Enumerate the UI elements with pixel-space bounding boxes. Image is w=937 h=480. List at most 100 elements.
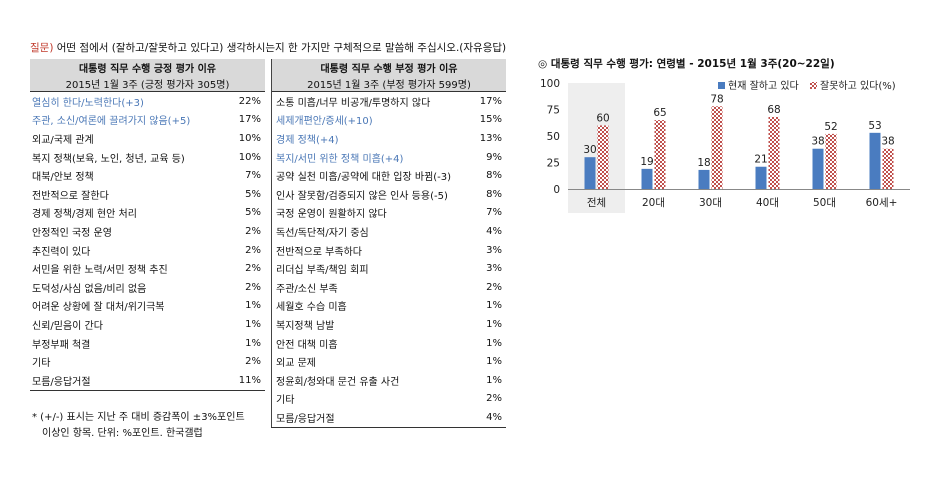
data-label: 21 xyxy=(754,154,767,166)
footnote: * (+/-) 표시는 지난 주 대비 증감폭이 ±3%포인트 이상인 항목. … xyxy=(32,410,245,442)
percent-cell: 2% xyxy=(486,393,502,405)
data-label: 18 xyxy=(697,157,710,169)
percent-cell: 22% xyxy=(225,90,265,111)
percent-cell: 5% xyxy=(245,188,261,200)
percent-cell: 4% xyxy=(466,408,506,428)
percent-cell: 2% xyxy=(245,263,261,275)
reason-cell: 도덕성/사심 없음/비리 없음 xyxy=(32,283,147,295)
reason-cell: 주관/소신 부족 xyxy=(271,277,467,297)
x-tick-label: 40대 xyxy=(756,197,779,209)
percent-cell: 1% xyxy=(486,374,502,386)
reason-cell: 기타 xyxy=(271,389,467,409)
bar-disapprove xyxy=(597,125,609,189)
reason-cell: 독선/독단적/자기 중심 xyxy=(271,222,467,241)
table-row: 어려운 상황에 잘 대처/위기극복 1% xyxy=(30,297,265,316)
percent-cell: 8% xyxy=(486,188,502,200)
x-tick-label: 20대 xyxy=(642,197,665,209)
percent-cell: 1% xyxy=(245,300,261,312)
table-row: 소통 미흡/너무 비공개/투명하지 않다 17% xyxy=(271,90,506,111)
percent-cell: 1% xyxy=(245,318,261,330)
table-row: 복지 정책(보육, 노인, 청년, 교육 등) 10% xyxy=(30,148,265,167)
reason-cell: 복지 정책(보육, 노인, 청년, 교육 등) xyxy=(32,153,185,165)
reason-cell: 기타 xyxy=(32,358,51,370)
percent-cell: 1% xyxy=(486,300,502,312)
percent-cell: 1% xyxy=(245,337,261,349)
table-row: 경제 정책(+4) 13% xyxy=(271,129,507,148)
table-row: 리더십 부족/책임 회피 3% xyxy=(271,259,507,278)
table-row: 모름/응답거절 4% xyxy=(271,408,506,428)
chart-title: ◎ 대통령 직무 수행 평가: 연령별 - 2015년 1월 3주(20~22일… xyxy=(538,58,835,70)
table-row: 대북/안보 정책 7% xyxy=(30,166,265,185)
percent-cell: 17% xyxy=(466,90,506,111)
data-label: 53 xyxy=(868,120,881,132)
table-row: 인사 잘못함/검증되지 않은 인사 등용(-5) 8% xyxy=(271,184,507,204)
percent-cell: 9% xyxy=(486,151,502,163)
bar-approve xyxy=(584,157,596,189)
reason-cell: 소통 미흡/너무 비공개/투명하지 않다 xyxy=(271,90,467,111)
x-tick-label: 50대 xyxy=(813,197,836,209)
table-row: 복지정책 남발 1% xyxy=(271,315,507,334)
y-tick-label: 100 xyxy=(540,78,560,90)
y-tick-label: 75 xyxy=(547,105,560,117)
table-row: 정윤회/청와대 문건 유출 사건 1% xyxy=(271,370,507,390)
age-approval-chart: 02550751003060전체196520대187830대216840대385… xyxy=(540,78,910,213)
data-label: 78 xyxy=(710,93,723,105)
reason-cell: 안전 대책 미흡 xyxy=(271,333,467,353)
bar-approve xyxy=(869,132,881,189)
reason-cell: 모름/응답거절 xyxy=(30,370,225,391)
table-row: 외교 문제 1% xyxy=(271,352,507,371)
percent-cell: 15% xyxy=(479,114,502,126)
positive-table-subtitle: 2015년 1월 3주 (긍정 평가자 305명) xyxy=(30,76,265,92)
bar-approve xyxy=(812,148,824,189)
negative-reasons-table: 대통령 직무 수행 부정 평가 이유 2015년 1월 3주 (부정 평가자 5… xyxy=(271,59,506,428)
percent-cell: 11% xyxy=(225,370,265,391)
positive-reasons-table: 대통령 직무 수행 긍정 평가 이유 2015년 1월 3주 (긍정 평가자 3… xyxy=(30,59,265,391)
legend-label-approve: 현재 잘하고 있다 xyxy=(728,79,799,92)
bar-disapprove xyxy=(882,148,894,189)
percent-cell: 8% xyxy=(486,170,502,182)
footnote-line-2: 이상인 항목. 단위: %포인트. 한국갤럽 xyxy=(42,428,203,439)
data-label: 38 xyxy=(811,136,824,148)
table-row: 안정적인 국정 운영 2% xyxy=(30,222,265,241)
percent-cell: 17% xyxy=(238,114,261,126)
reason-cell: 안정적인 국정 운영 xyxy=(32,227,112,239)
reason-cell: 전반적으로 잘한다 xyxy=(32,190,109,202)
percent-cell: 10% xyxy=(238,132,261,144)
table-row: 안전 대책 미흡 1% xyxy=(271,333,507,353)
percent-cell: 2% xyxy=(245,356,261,368)
x-tick-label: 30대 xyxy=(699,197,722,209)
percent-cell: 2% xyxy=(486,281,502,293)
reason-cell: 서민을 위한 노력/서민 정책 추진 xyxy=(32,265,168,277)
percent-cell: 3% xyxy=(486,263,502,275)
reason-cell: 모름/응답거절 xyxy=(271,408,467,428)
data-label: 68 xyxy=(767,104,780,116)
data-label: 60 xyxy=(596,112,609,124)
reason-cell: 복지/서민 위한 정책 미흡(+4) xyxy=(271,147,467,167)
percent-cell: 7% xyxy=(245,170,261,182)
reason-cell: 복지정책 남발 xyxy=(271,315,467,334)
table-row: 서민을 위한 노력/서민 정책 추진 2% xyxy=(30,259,265,278)
data-label: 65 xyxy=(653,107,666,119)
reason-cell: 추진력이 있다 xyxy=(32,246,91,258)
question-body: 어떤 점에서 (잘하고/잘못하고 있다고) 생각하시는지 한 가지만 구체적으로… xyxy=(53,42,507,54)
table-row: 복지/서민 위한 정책 미흡(+4) 9% xyxy=(271,147,507,167)
data-label: 19 xyxy=(640,156,653,168)
data-label: 52 xyxy=(824,121,837,133)
table-row: 공약 실천 미흡/공약에 대한 입장 바뀜(-3) 8% xyxy=(271,166,507,185)
table-row: 세제개편안/증세(+10) 15% xyxy=(271,110,507,130)
reason-cell: 공약 실천 미흡/공약에 대한 입장 바뀜(-3) xyxy=(271,166,467,185)
table-row: 세월호 수습 미흡 1% xyxy=(271,296,507,316)
percent-cell: 1% xyxy=(486,356,502,368)
reason-cell: 대북/안보 정책 xyxy=(32,172,94,184)
table-row: 경제 정책/경제 현안 처리 5% xyxy=(30,204,265,223)
reason-cell: 경제 정책/경제 현안 처리 xyxy=(32,209,137,221)
data-label: 30 xyxy=(583,144,596,156)
reason-cell: 경제 정책(+4) xyxy=(271,129,467,148)
table-row: 주관/소신 부족 2% xyxy=(271,277,507,297)
percent-cell: 2% xyxy=(245,225,261,237)
percent-cell: 2% xyxy=(245,281,261,293)
table-row: 주관, 소신/여론에 끌려가지 않음(+5) 17% xyxy=(30,111,265,130)
y-tick-label: 25 xyxy=(547,158,560,170)
reason-cell: 어려운 상황에 잘 대처/위기극복 xyxy=(32,302,165,314)
reason-cell: 외교 문제 xyxy=(271,352,467,371)
